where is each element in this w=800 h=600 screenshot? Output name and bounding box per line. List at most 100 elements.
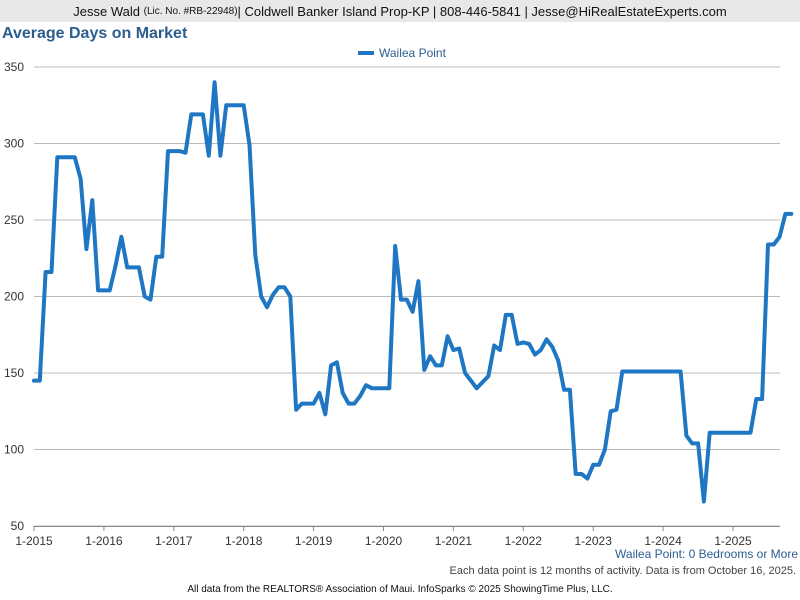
data-point	[254, 254, 257, 256]
data-point	[685, 434, 688, 437]
data-point	[621, 370, 624, 373]
data-point	[283, 286, 286, 289]
data-point	[714, 431, 717, 434]
data-point	[149, 298, 152, 301]
data-point	[615, 408, 618, 411]
footer-credit: All data from the REALTORS® Association …	[187, 584, 613, 595]
data-note: Each data point is 12 months of activity…	[449, 565, 796, 577]
data-point	[429, 355, 431, 358]
data-point	[371, 387, 373, 390]
chart-subtitle: Wailea Point: 0 Bedrooms or More	[615, 547, 798, 561]
data-point	[487, 375, 490, 377]
chart-title: Average Days on Market	[2, 25, 188, 42]
data-point	[662, 370, 664, 373]
y-tick-label: 350	[4, 60, 24, 74]
data-point	[208, 154, 210, 157]
data-point	[446, 335, 449, 338]
data-point	[743, 431, 746, 434]
data-point	[773, 243, 775, 246]
data-point	[493, 344, 496, 347]
data-point	[359, 395, 362, 397]
y-tick-label: 50	[11, 519, 25, 533]
data-point	[761, 398, 763, 400]
data-point	[167, 150, 169, 152]
data-point	[778, 236, 781, 238]
x-tick-label: 1-2021	[435, 534, 473, 548]
data-point	[50, 271, 53, 273]
data-point	[248, 144, 251, 146]
data-point	[674, 370, 676, 373]
x-tick-label: 1-2025	[714, 534, 752, 548]
data-point	[557, 360, 560, 362]
data-point	[400, 298, 402, 301]
data-point	[563, 389, 565, 391]
data-point	[33, 379, 35, 382]
data-point	[266, 306, 268, 309]
data-point	[516, 343, 519, 345]
data-point	[114, 265, 117, 267]
data-point	[604, 448, 606, 451]
data-point	[56, 156, 59, 159]
data-point	[545, 338, 548, 341]
y-tick-label: 150	[4, 366, 24, 380]
data-point	[307, 402, 309, 405]
data-point	[633, 370, 635, 373]
data-point	[272, 294, 274, 296]
data-point	[318, 392, 321, 394]
data-point	[376, 387, 379, 390]
data-point	[505, 314, 507, 316]
data-point	[540, 349, 542, 351]
data-point	[720, 431, 723, 434]
data-point	[74, 156, 76, 159]
data-point	[202, 113, 204, 116]
x-tick-label: 1-2018	[225, 534, 263, 548]
data-point	[574, 473, 577, 475]
data-point	[237, 104, 239, 107]
series-line-wailea-point	[32, 80, 794, 504]
x-tick-label: 1-2017	[155, 534, 193, 548]
data-point	[580, 473, 583, 475]
data-point	[178, 150, 181, 152]
data-point	[231, 104, 233, 107]
data-point	[108, 289, 111, 292]
data-point	[679, 370, 682, 373]
x-tick-label: 1-2024	[644, 534, 682, 548]
data-point	[341, 392, 344, 394]
data-point	[39, 379, 41, 382]
data-point	[312, 402, 315, 405]
data-point	[219, 154, 222, 157]
data-point	[417, 280, 420, 283]
data-point	[697, 442, 699, 445]
data-point	[534, 353, 536, 356]
data-point	[406, 298, 408, 301]
data-point	[464, 372, 466, 374]
data-point	[499, 349, 501, 351]
data-point	[510, 314, 513, 316]
data-point	[784, 213, 787, 215]
data-point	[295, 408, 297, 411]
y-tick-label: 200	[4, 290, 24, 304]
data-point	[143, 295, 146, 298]
data-point	[644, 370, 647, 373]
y-tick-label: 300	[4, 137, 24, 151]
agent-header: Jesse Wald (Lic. No. #RB-22948) | Coldwe…	[0, 0, 800, 22]
data-point	[691, 442, 693, 445]
data-point	[790, 213, 793, 215]
data-point	[301, 402, 303, 405]
data-point	[627, 370, 629, 373]
data-point	[755, 398, 758, 400]
data-point	[528, 343, 530, 345]
x-tick-label: 1-2023	[575, 534, 613, 548]
data-point	[85, 248, 88, 250]
x-tick-label: 1-2019	[295, 534, 333, 548]
data-point	[592, 464, 594, 466]
data-point	[196, 113, 198, 116]
data-point	[68, 156, 70, 159]
data-point	[470, 379, 472, 382]
data-point	[650, 370, 653, 373]
data-point	[609, 410, 612, 413]
data-point	[749, 431, 752, 434]
data-point	[91, 199, 94, 201]
data-point	[435, 364, 437, 367]
